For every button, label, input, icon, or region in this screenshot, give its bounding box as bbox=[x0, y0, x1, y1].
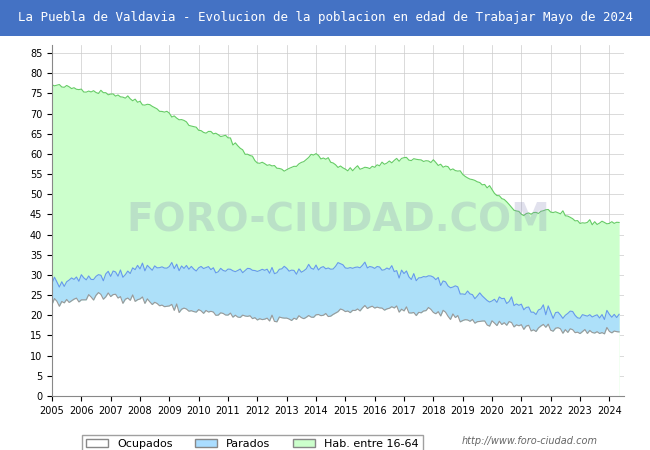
Text: La Puebla de Valdavia - Evolucion de la poblacion en edad de Trabajar Mayo de 20: La Puebla de Valdavia - Evolucion de la … bbox=[18, 12, 632, 24]
Text: http://www.foro-ciudad.com: http://www.foro-ciudad.com bbox=[462, 436, 598, 446]
Text: FORO-CIUDAD.COM: FORO-CIUDAD.COM bbox=[126, 202, 550, 239]
Legend: Ocupados, Parados, Hab. entre 16-64: Ocupados, Parados, Hab. entre 16-64 bbox=[82, 435, 422, 450]
